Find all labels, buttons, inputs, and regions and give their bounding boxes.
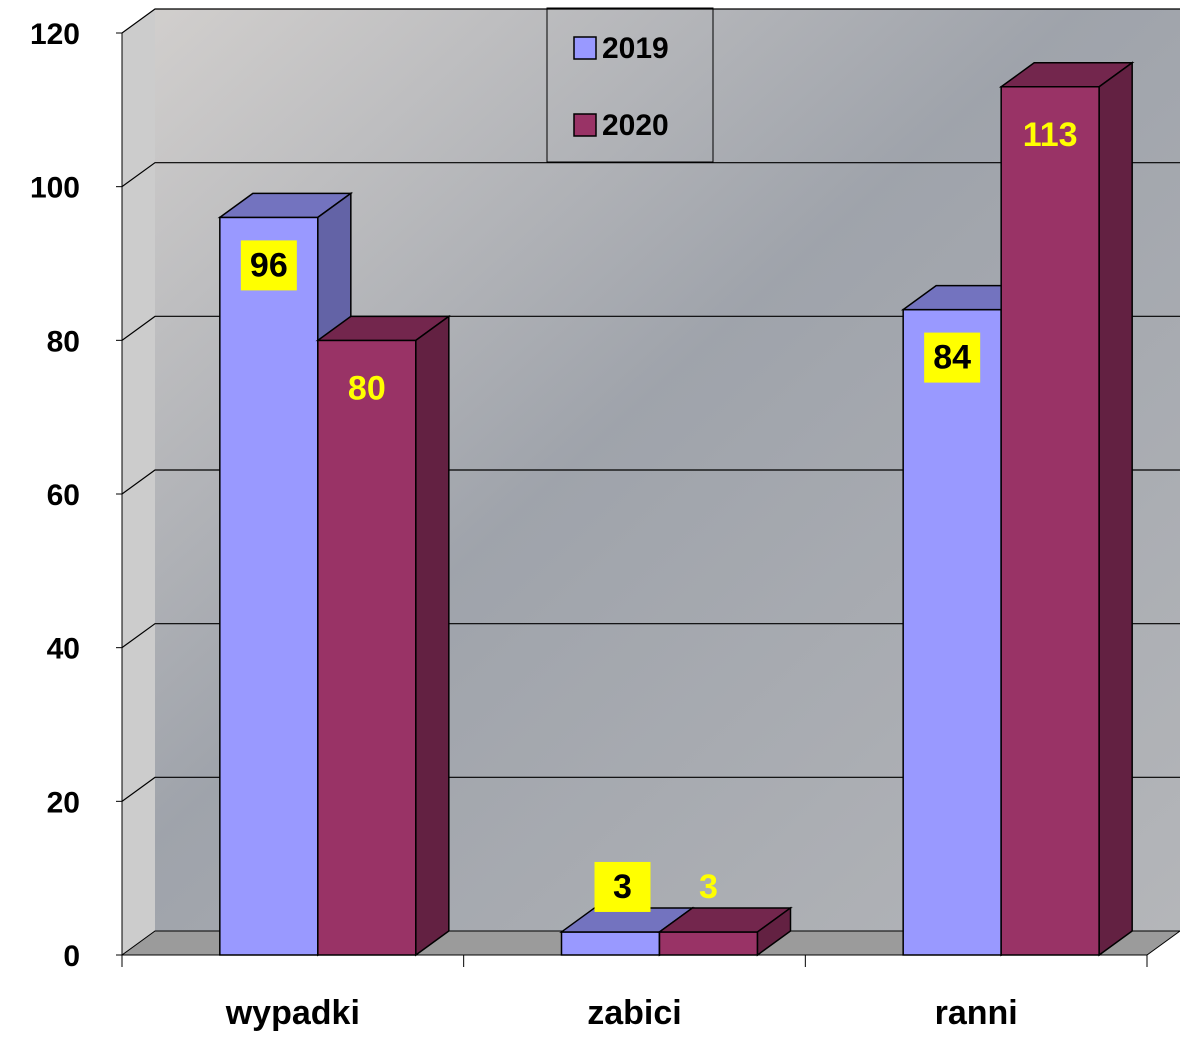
legend-swatch bbox=[574, 37, 596, 59]
bar-side bbox=[416, 316, 449, 955]
y-tick-label: 0 bbox=[63, 940, 80, 973]
x-tick-label: wypadki bbox=[225, 994, 360, 1032]
bar-front bbox=[220, 217, 318, 955]
x-tick-label: ranni bbox=[935, 994, 1018, 1032]
bar-front bbox=[318, 340, 416, 955]
chart: 2019 2020 0 20 40 60 80 100 120 wypadki zabici ran… bbox=[0, 0, 1180, 1037]
x-tick-label: zabici bbox=[587, 994, 681, 1032]
value-label: 84 bbox=[933, 339, 971, 377]
bar bbox=[1001, 63, 1132, 955]
value-label: 3 bbox=[613, 868, 632, 906]
legend-swatch bbox=[574, 114, 596, 136]
value-label: 80 bbox=[348, 369, 386, 407]
y-tick-label: 80 bbox=[47, 325, 80, 358]
y-tick-label: 60 bbox=[47, 479, 80, 512]
bar-side bbox=[1099, 63, 1132, 955]
value-label: 113 bbox=[1023, 116, 1078, 154]
bar-front bbox=[562, 932, 660, 955]
bar-front bbox=[660, 932, 758, 955]
bar bbox=[318, 316, 449, 955]
y-tick-label: 100 bbox=[30, 172, 80, 205]
legend-label: 2020 bbox=[602, 109, 669, 142]
y-tick-label: 40 bbox=[47, 633, 80, 666]
y-tick-label: 120 bbox=[30, 18, 80, 51]
legend-label: 2019 bbox=[602, 32, 669, 65]
y-tick-label: 20 bbox=[47, 786, 80, 819]
value-label: 96 bbox=[250, 246, 288, 284]
bar-front bbox=[903, 310, 1001, 955]
value-label: 3 bbox=[699, 868, 718, 906]
bar-front bbox=[1001, 87, 1099, 955]
